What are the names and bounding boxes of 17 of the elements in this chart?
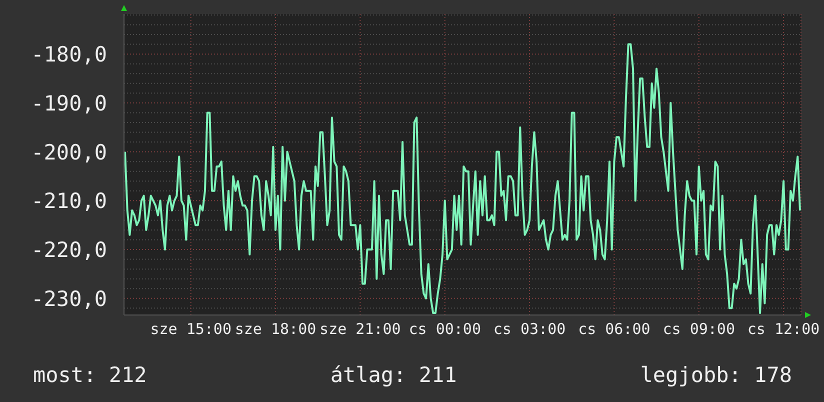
x-tick-label: sze 21:00 [320,320,401,338]
text: átlag: 211 [330,363,457,387]
y-tick-label: -230,0 [31,286,107,311]
y-tick-label: -210,0 [31,189,107,214]
y-tick-label: -220,0 [31,238,107,262]
y-tick-label: -190,0 [31,91,107,116]
x-tick-label: cs 12:00 [747,320,820,338]
text: legjobb: 178 [640,363,792,387]
x-tick-label: sze 18:00 [234,320,316,338]
x-tick-label: sze 15:00 [150,320,232,338]
y-tick-label: -200,0 [31,140,107,164]
x-tick-label: cs 03:00 [493,320,566,338]
x-tick-label: cs 00:00 [408,320,481,338]
x-tick-label: cs 09:00 [662,320,735,338]
y-tick-label: -180,0 [31,42,107,67]
x-tick-label: cs 06:00 [578,320,650,338]
text: most: 212 [33,363,147,387]
